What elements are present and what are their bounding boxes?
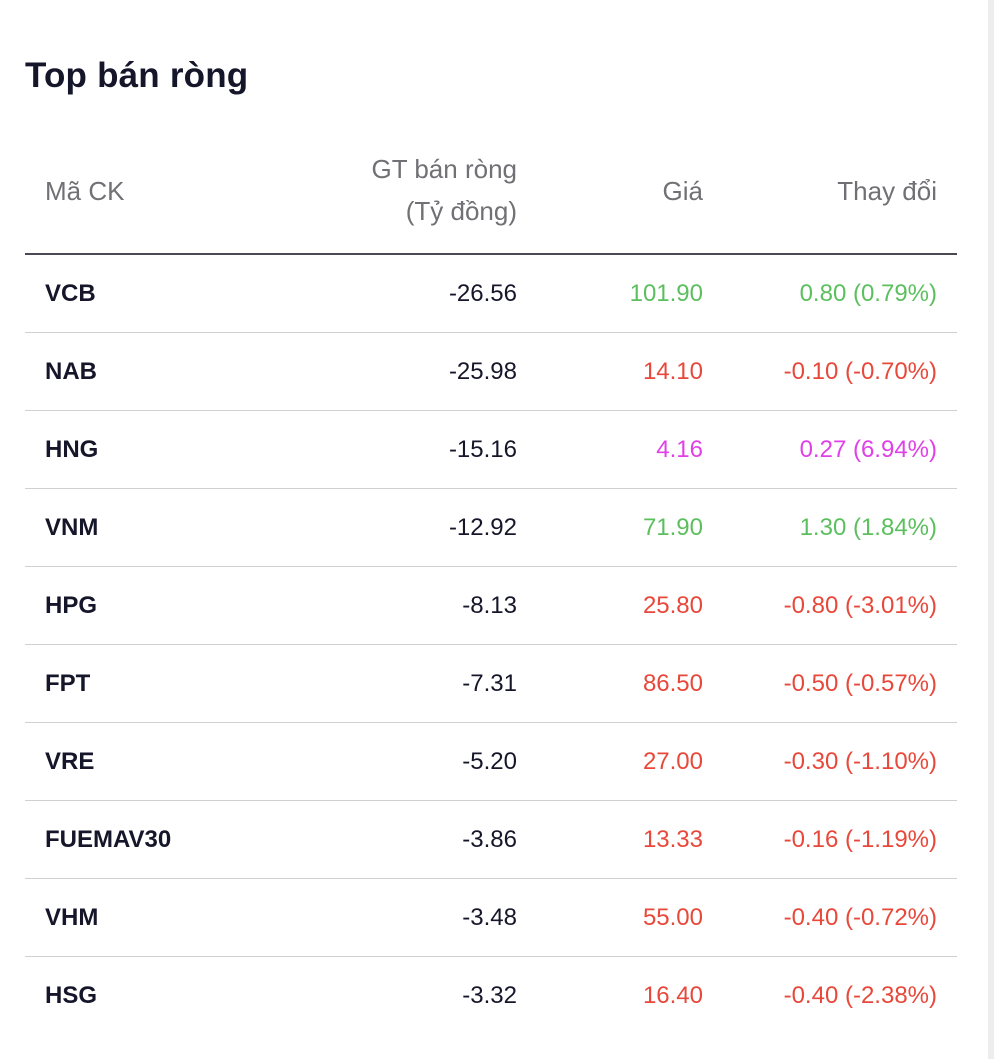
row-price: 27.00	[642, 748, 703, 775]
row-net-value: -5.20	[462, 748, 517, 775]
row-price: 25.80	[642, 592, 703, 619]
row-symbol[interactable]: VRE	[45, 748, 95, 775]
row-symbol[interactable]: HSG	[45, 982, 98, 1009]
row-symbol[interactable]: VHM	[45, 904, 99, 931]
row-change: -0.40 (-2.38%)	[783, 982, 937, 1009]
table-row[interactable]: HNG -15.16 4.16 0.27 (6.94%)	[25, 411, 957, 489]
row-price: 71.90	[642, 514, 703, 541]
table-row[interactable]: HPG -8.13 25.80 -0.80 (-3.01%)	[25, 567, 957, 645]
row-net-value: -3.32	[462, 982, 517, 1009]
row-change: -0.10 (-0.70%)	[783, 358, 937, 385]
row-symbol[interactable]: FUEMAV30	[45, 826, 172, 853]
header-net-value-line2: (Tỷ đồng)	[405, 196, 517, 226]
row-price: 14.10	[642, 358, 703, 385]
panel-title: Top bán ròng	[25, 56, 249, 95]
row-symbol[interactable]: HPG	[45, 592, 98, 619]
row-price: 13.33	[642, 826, 703, 853]
table-row[interactable]: VRE -5.20 27.00 -0.30 (-1.10%)	[25, 723, 957, 801]
table-row[interactable]: VCB -26.56 101.90 0.80 (0.79%)	[25, 255, 957, 333]
header-symbol: Mã CK	[45, 176, 125, 206]
header-net-value-line1: GT bán ròng	[371, 154, 517, 184]
row-price: 16.40	[642, 982, 703, 1009]
row-price: 86.50	[642, 670, 703, 697]
row-net-value: -12.92	[448, 514, 517, 541]
row-net-value: -15.16	[448, 436, 517, 463]
row-net-value: -8.13	[462, 592, 517, 619]
row-symbol[interactable]: HNG	[45, 436, 99, 463]
row-change: 1.30 (1.84%)	[799, 514, 937, 541]
row-price: 55.00	[642, 904, 703, 931]
row-symbol[interactable]: FPT	[45, 670, 91, 697]
row-change: 0.80 (0.79%)	[799, 280, 937, 307]
row-net-value: -7.31	[462, 670, 517, 697]
row-net-value: -25.98	[448, 358, 517, 385]
row-change: -0.50 (-0.57%)	[783, 670, 937, 697]
row-change: -0.40 (-0.72%)	[783, 904, 937, 931]
table-body: VCB -26.56 101.90 0.80 (0.79%) NAB -25.9…	[25, 255, 957, 1034]
table-row[interactable]: VNM -12.92 71.90 1.30 (1.84%)	[25, 489, 957, 567]
panel-right-border	[988, 0, 994, 1059]
row-symbol[interactable]: VNM	[45, 514, 99, 541]
net-sell-table: Mã CK GT bán ròng (Tỷ đồng) Giá Thay đổi…	[25, 136, 957, 1034]
row-symbol[interactable]: NAB	[45, 358, 97, 385]
table-row[interactable]: VHM -3.48 55.00 -0.40 (-0.72%)	[25, 879, 957, 957]
header-net-value: GT bán ròng (Tỷ đồng)	[371, 148, 517, 232]
table-row[interactable]: FUEMAV30 -3.86 13.33 -0.16 (-1.19%)	[25, 801, 957, 879]
row-price: 4.16	[656, 436, 703, 463]
row-net-value: -26.56	[448, 280, 517, 307]
row-net-value: -3.48	[462, 904, 517, 931]
table-row[interactable]: FPT -7.31 86.50 -0.50 (-0.57%)	[25, 645, 957, 723]
table-header: Mã CK GT bán ròng (Tỷ đồng) Giá Thay đổi	[25, 136, 957, 255]
header-price: Giá	[662, 176, 703, 206]
header-change: Thay đổi	[837, 176, 937, 206]
row-price: 101.90	[629, 280, 703, 307]
row-net-value: -3.86	[462, 826, 517, 853]
row-change: -0.80 (-3.01%)	[783, 592, 937, 619]
row-symbol[interactable]: VCB	[45, 280, 96, 307]
table-row[interactable]: NAB -25.98 14.10 -0.10 (-0.70%)	[25, 333, 957, 411]
row-change: -0.30 (-1.10%)	[783, 748, 937, 775]
row-change: 0.27 (6.94%)	[799, 436, 937, 463]
row-change: -0.16 (-1.19%)	[783, 826, 937, 853]
table-row[interactable]: HSG -3.32 16.40 -0.40 (-2.38%)	[25, 957, 957, 1034]
